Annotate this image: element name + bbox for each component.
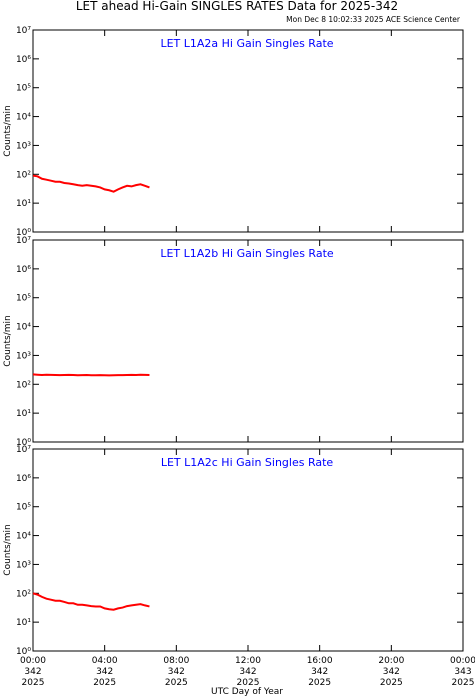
y-tick-label: 10¹: [16, 409, 31, 419]
data-line: [32, 373, 150, 377]
panel-frame: [32, 29, 464, 233]
y-tick-label: 10²: [16, 589, 31, 599]
y-tick-label: 10⁶: [16, 474, 31, 484]
panel-title: LET L1A2a Hi Gain Singles Rate: [160, 37, 333, 50]
y-axis-label: Counts/min: [3, 524, 13, 575]
x-tick-label: 00:00 343 2025: [450, 656, 475, 688]
y-tick-label: 10²: [16, 380, 31, 390]
page-title: LET ahead Hi-Gain SINGLES RATES Data for…: [76, 0, 398, 13]
y-tick-label: 10²: [16, 170, 31, 180]
y-axis-label: Counts/min: [3, 105, 13, 156]
y-tick-label: 10³: [16, 560, 31, 570]
y-tick-label: 10⁶: [16, 55, 31, 65]
x-tick-label: 16:00 342 2025: [307, 656, 333, 688]
x-tick-label: 20:00 342 2025: [378, 656, 404, 688]
y-tick-label: 10³: [16, 141, 31, 151]
x-tick-label: 12:00 342 2025: [235, 656, 261, 688]
y-tick-label: 10⁴: [16, 532, 31, 542]
panel-frame: [32, 448, 464, 652]
y-tick-label: 10⁴: [16, 113, 31, 123]
panel-frame: [32, 239, 464, 443]
y-tick-label: 10⁶: [16, 265, 31, 275]
page-subtitle: Mon Dec 8 10:02:33 2025 ACE Science Cent…: [286, 15, 461, 24]
y-tick-label: 10⁰: [16, 438, 31, 448]
y-tick-label: 10⁵: [16, 294, 31, 304]
y-tick-label: 10³: [16, 351, 31, 361]
y-tick-label: 10¹: [16, 199, 31, 209]
data-line: [32, 592, 150, 611]
panel-title: LET L1A2c Hi Gain Singles Rate: [161, 456, 334, 469]
y-tick-label: 10⁷: [16, 26, 31, 36]
y-tick-label: 10⁷: [16, 445, 31, 455]
y-axis-label: Counts/min: [3, 315, 13, 366]
y-tick-label: 10¹: [16, 618, 31, 628]
panel-title: LET L1A2b Hi Gain Singles Rate: [160, 247, 334, 260]
x-tick-label: 00:00 342 2025: [20, 656, 46, 688]
x-axis-label: UTC Day of Year: [211, 687, 283, 697]
x-tick-label: 08:00 342 2025: [163, 656, 189, 688]
y-tick-label: 10⁰: [16, 647, 31, 657]
y-tick-label: 10⁵: [16, 84, 31, 94]
y-tick-label: 10⁵: [16, 503, 31, 513]
y-tick-label: 10⁴: [16, 323, 31, 333]
y-tick-label: 10⁰: [16, 228, 31, 238]
data-line: [32, 174, 150, 193]
x-tick-label: 04:00 342 2025: [92, 656, 118, 688]
y-tick-label: 10⁷: [16, 236, 31, 246]
